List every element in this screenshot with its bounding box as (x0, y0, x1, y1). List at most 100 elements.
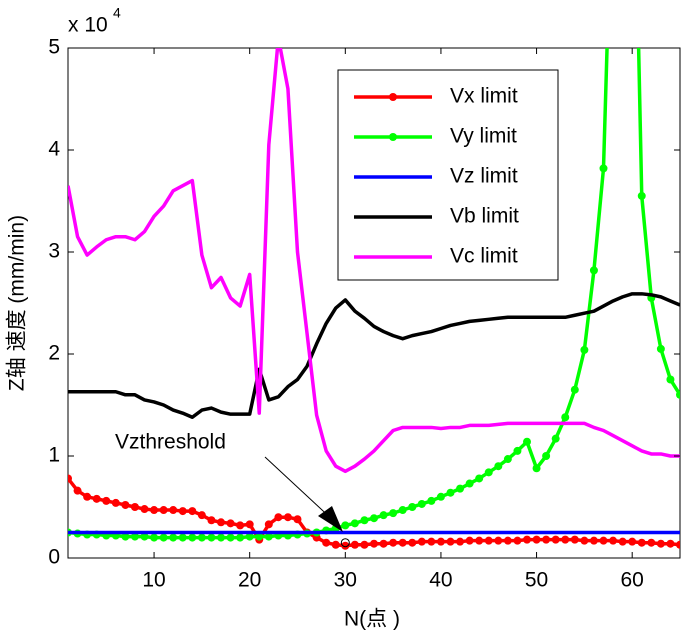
series-marker (427, 496, 436, 505)
series-marker (331, 540, 340, 549)
series-marker (389, 509, 398, 518)
series-marker (169, 506, 178, 515)
series-marker (580, 345, 589, 354)
series-marker (599, 536, 608, 545)
series-marker (666, 375, 675, 384)
legend-marker (389, 133, 397, 141)
x-tick-label: 60 (621, 569, 644, 592)
series-marker (666, 539, 675, 548)
series-marker (647, 538, 656, 547)
series-marker (159, 506, 168, 515)
series-marker (599, 164, 608, 173)
legend-label: Vz limit (450, 165, 518, 188)
series-marker (350, 519, 359, 528)
series-marker (427, 537, 436, 546)
x-axis-label: N(点 ) (344, 608, 400, 631)
series-marker (484, 536, 493, 545)
series-marker (408, 503, 417, 511)
series-marker (111, 498, 120, 507)
series-marker (484, 468, 493, 477)
series-marker (494, 462, 503, 471)
series-marker (446, 488, 455, 497)
series-marker (637, 538, 646, 547)
series-marker (408, 538, 417, 547)
series-marker (178, 507, 187, 516)
y-axis-label: Z轴 速度 (mm/min) (6, 215, 29, 391)
series-marker (197, 511, 206, 520)
series-marker (226, 533, 235, 542)
x-tick-label: 10 (142, 569, 165, 592)
series-marker (197, 533, 206, 542)
y-multiplier: x 10 (68, 14, 108, 37)
series-marker (417, 499, 426, 508)
legend-label: Vc limit (450, 245, 518, 268)
series-marker (255, 532, 264, 541)
series-marker (456, 537, 465, 546)
series-marker (618, 537, 627, 546)
series-marker (130, 503, 139, 511)
series-marker (637, 191, 646, 200)
series-marker (513, 446, 522, 455)
series-marker (370, 514, 378, 523)
series-marker (150, 533, 159, 542)
series-marker (513, 536, 522, 545)
series-marker (570, 385, 579, 394)
series-marker (83, 492, 92, 501)
annotation-arrowhead (318, 506, 343, 532)
series-marker (188, 507, 197, 516)
series-marker (322, 538, 331, 547)
series-marker (207, 533, 216, 542)
series-marker (169, 533, 178, 542)
series-marker (68, 474, 72, 483)
series-marker (446, 537, 455, 546)
y-multiplier-exponent: 4 (113, 5, 121, 21)
series-marker (226, 519, 235, 528)
series-marker (150, 506, 159, 515)
series-marker (293, 515, 302, 524)
series-marker (130, 532, 139, 541)
series-marker (121, 532, 130, 541)
series-marker (264, 520, 273, 529)
series-marker (561, 413, 570, 422)
series-marker (274, 513, 283, 522)
series-marker (494, 536, 503, 545)
series-marker (570, 535, 579, 544)
series-marker (475, 474, 484, 483)
series-marker (503, 455, 512, 464)
legend-label: Vb limit (450, 205, 519, 228)
annotation: Vzthreshold (115, 431, 226, 454)
series-marker (217, 533, 225, 542)
series-marker (245, 520, 254, 529)
series-marker (92, 494, 101, 503)
series-marker (236, 521, 245, 530)
series-marker (178, 533, 187, 542)
series-marker (465, 536, 474, 545)
annotation-arrow (264, 456, 336, 523)
series-marker (561, 535, 570, 544)
series-marker (140, 532, 149, 541)
series-marker (551, 535, 560, 544)
series-marker (370, 539, 378, 548)
series-marker (360, 540, 369, 549)
series-marker (523, 437, 531, 446)
series-marker (102, 496, 111, 505)
series-marker (264, 532, 273, 541)
y-tick-label: 3 (48, 240, 60, 263)
series-marker (245, 532, 254, 541)
series-marker (389, 538, 398, 547)
series-marker (475, 536, 484, 545)
series-marker (417, 537, 426, 546)
x-tick-label: 30 (334, 569, 357, 592)
series-marker (188, 533, 197, 542)
series-marker (217, 518, 225, 527)
y-tick-label: 5 (48, 36, 60, 59)
series-marker (379, 539, 388, 548)
y-tick-label: 4 (48, 138, 60, 161)
series-marker (656, 539, 665, 548)
series-marker (398, 506, 407, 515)
series-marker (236, 533, 245, 542)
y-tick-label: 0 (48, 546, 60, 569)
series-marker (532, 535, 541, 544)
series-marker (379, 511, 388, 520)
